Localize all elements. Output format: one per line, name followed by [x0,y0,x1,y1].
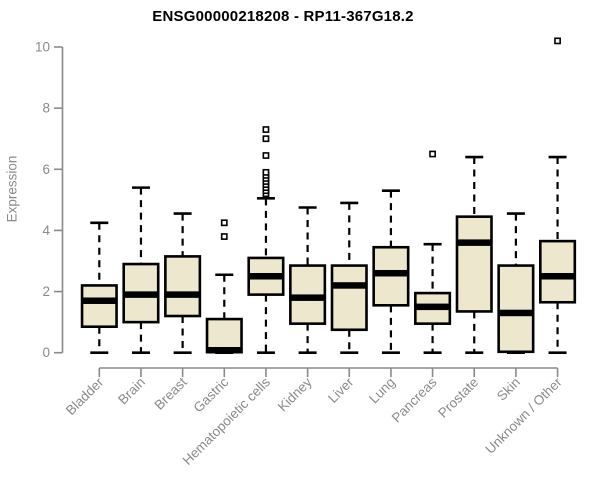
x-category-label-prostate: Prostate [435,375,481,421]
x-category-label-brain: Brain [115,375,148,408]
median-line [455,239,493,246]
median-line [331,282,368,289]
y-tick-label-10: 10 [35,40,50,55]
median-line [122,291,160,298]
outlier-point [262,135,270,143]
iqr-box [330,264,368,332]
outlier-point [262,152,270,159]
median-line [206,347,243,354]
iqr-box [497,264,535,354]
iqr-box [164,255,202,318]
box-brain [122,186,160,355]
box-pancreas [414,150,452,355]
iqr-box [455,215,493,313]
outlier-point [429,150,436,158]
y-tick-label-4: 4 [42,223,50,238]
box-prostate [455,155,493,355]
iqr-box [80,284,118,329]
x-category-label-lung: Lung [366,375,398,407]
iqr-box [539,239,577,304]
median-line [289,294,326,301]
x-category-label-gastric: Gastric [191,374,232,415]
box-lung [372,189,410,355]
box-hematopoietic-cells [247,126,285,355]
x-category-label-liver: Liver [325,374,357,406]
box-liver [330,201,368,355]
median-line [497,309,535,317]
median-line [81,297,118,304]
y-tick-label-6: 6 [42,162,50,177]
outlier-point [220,219,228,227]
box-breast [164,212,202,355]
x-category-label-breast: Breast [152,374,190,412]
median-line [372,269,410,277]
x-category-label-unknown-other: Unknown / Other [482,374,565,457]
y-axis: 0 2 4 6 8 10 [35,40,64,360]
y-tick-label-0: 0 [42,345,50,360]
median-line [247,273,285,280]
x-category-label-bladder: Bladder [63,374,107,418]
y-tick-label-2: 2 [42,284,50,299]
box-unknown-other [539,37,577,355]
outlier-point [554,37,561,45]
median-line [164,291,201,298]
box-gastric [205,219,243,355]
outlier-point [262,168,270,176]
x-category-label-kidney: Kidney [275,374,315,414]
chart-title: ENSG00000218208 - RP11-367G18.2 [152,8,414,25]
y-tick-label-8: 8 [42,101,50,116]
x-category-label-pancreas: Pancreas [389,374,440,425]
outlier-point [262,126,270,133]
outlier-point [220,233,228,240]
box-kidney [289,206,327,355]
median-line [539,273,576,280]
box-bladder [80,221,118,355]
median-line [414,303,451,311]
x-category-label-skin: Skin [494,375,523,404]
box-skin [497,212,535,355]
